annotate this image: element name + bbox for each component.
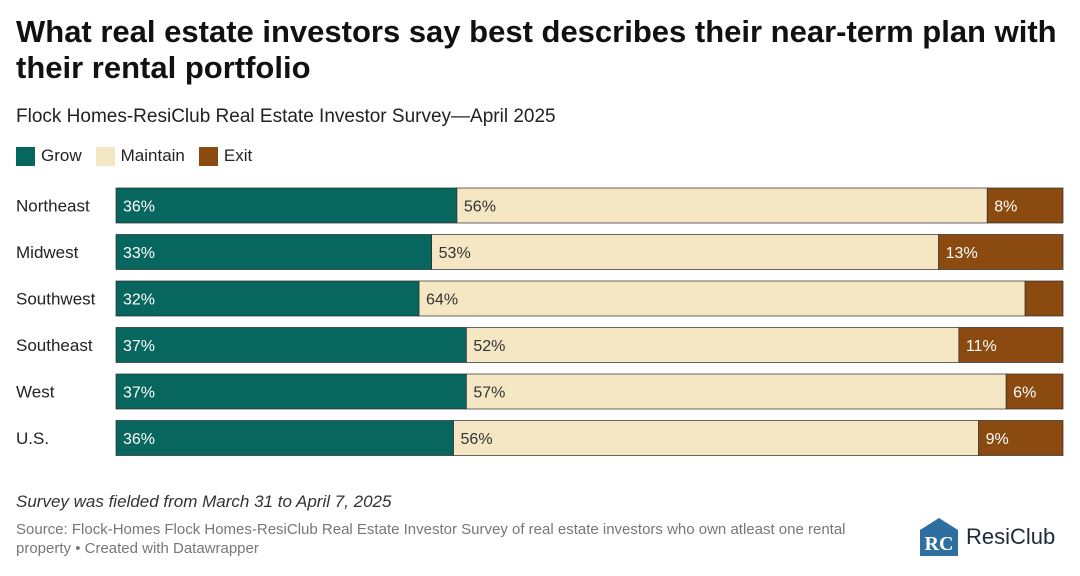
- legend: Grow Maintain Exit: [16, 146, 266, 166]
- category-label-southeast: Southeast: [16, 336, 93, 355]
- bar-northeast-maintain: [456, 187, 988, 224]
- resiclub-logo: RC ResiClub: [918, 516, 1055, 558]
- value-label-u-s-grow: 36%: [123, 431, 155, 448]
- bar-northeast-grow: [115, 187, 458, 224]
- value-label-southeast-maintain: 52%: [473, 338, 505, 355]
- bar-southwest-exit: [1024, 280, 1064, 317]
- legend-item-exit: Exit: [198, 146, 253, 166]
- value-label-west-grow: 37%: [123, 385, 155, 402]
- bar-u-s-maintain: [453, 420, 979, 456]
- value-label-midwest-grow: 33%: [123, 245, 155, 262]
- legend-label-exit: Exit: [223, 146, 253, 165]
- bar-southeast-exit: [958, 327, 1064, 363]
- category-label-southwest: Southwest: [16, 290, 96, 309]
- legend-label-grow: Grow: [41, 146, 82, 165]
- stacked-bar-chart: Northeast 36% 56% 8% Midwest 33% 53% 13% Southwe…: [16, 187, 1064, 456]
- bar-west-grow: [115, 373, 467, 410]
- bar-northeast-exit: [986, 187, 1064, 224]
- category-label-u-s: U.S.: [16, 429, 49, 448]
- bar-midwest-grow: [115, 234, 433, 270]
- legend-swatch-maintain: [95, 146, 115, 166]
- bar-west-exit: [1005, 373, 1064, 410]
- legend-swatch-exit: [198, 146, 218, 166]
- chart-subtitle: Flock Homes-ResiClub Real Estate Investo…: [16, 106, 556, 127]
- category-label-west: West: [16, 383, 55, 402]
- logo-text: ResiClub: [966, 524, 1056, 549]
- bar-southeast-grow: [115, 327, 467, 363]
- legend-item-grow: Grow: [16, 146, 82, 166]
- value-label-southeast-grow: 37%: [123, 338, 155, 355]
- value-label-u-s-exit: 9%: [986, 431, 1009, 448]
- legend-label-maintain: Maintain: [120, 146, 185, 165]
- value-label-southeast-exit: 11%: [966, 338, 997, 355]
- chart-title: What real estate investors say best desc…: [16, 14, 1057, 85]
- value-label-west-maintain: 57%: [473, 385, 505, 402]
- bar-southeast-maintain: [466, 327, 960, 363]
- category-label-northeast: Northeast: [16, 197, 90, 216]
- value-label-midwest-exit: 13%: [946, 245, 978, 262]
- category-label-midwest: Midwest: [16, 243, 79, 262]
- value-label-west-exit: 6%: [1013, 385, 1036, 402]
- source-note: Source: Flock-Homes Flock Homes-ResiClub…: [16, 521, 846, 557]
- value-label-northeast-exit: 8%: [994, 199, 1017, 216]
- value-label-northeast-maintain: 56%: [464, 199, 496, 216]
- value-label-southwest-grow: 32%: [123, 292, 155, 309]
- legend-swatch-grow: [16, 146, 35, 166]
- bar-u-s-exit: [978, 420, 1064, 456]
- value-label-u-s-maintain: 56%: [461, 431, 493, 448]
- bar-southwest-grow: [115, 280, 420, 317]
- value-label-northeast-grow: 36%: [123, 199, 155, 216]
- legend-item-maintain: Maintain: [95, 146, 185, 166]
- bar-midwest-exit: [938, 234, 1064, 270]
- bar-west-maintain: [466, 373, 1007, 410]
- bar-midwest-maintain: [431, 234, 939, 270]
- footnote: Survey was fielded from March 31 to Apri…: [16, 492, 392, 511]
- value-label-midwest-maintain: 53%: [439, 245, 471, 262]
- logo-mark-text: RC: [925, 533, 954, 555]
- bar-southwest-maintain: [418, 280, 1026, 317]
- resiclub-logo-icon: RC: [920, 518, 958, 556]
- bar-u-s-grow: [115, 420, 454, 456]
- value-label-southwest-maintain: 64%: [426, 292, 458, 309]
